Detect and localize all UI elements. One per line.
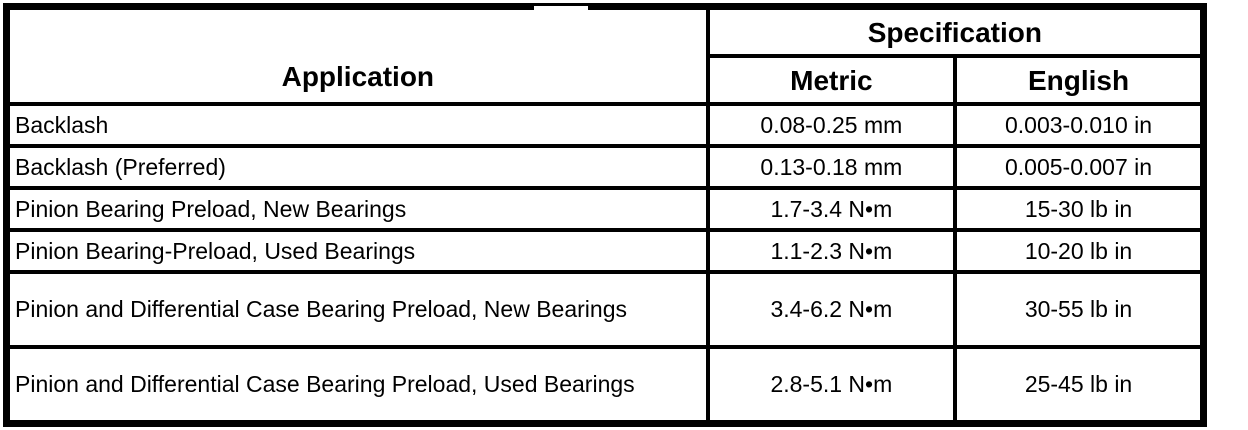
table-row: Pinion Bearing Preload, New Bearings 1.7… — [4, 186, 1206, 232]
english-header: English — [953, 54, 1206, 106]
application-cell: Pinion and Differential Case Bearing Pre… — [4, 270, 710, 349]
header-row-top: Application Specification — [4, 4, 1206, 106]
specification-header: Specification — [705, 4, 1206, 58]
metric-value-cell: 0.13-0.18 mm — [705, 144, 958, 190]
table-row: Backlash (Preferred) 0.13-0.18 mm 0.005-… — [4, 144, 1206, 190]
metric-value-cell: 2.8-5.1 N•m — [705, 345, 958, 426]
application-cell: Pinion and Differential Case Bearing Pre… — [4, 345, 710, 426]
english-value-cell: 25-45 lb in — [953, 345, 1206, 426]
application-header: Application — [4, 4, 710, 106]
table-row: Pinion and Differential Case Bearing Pre… — [4, 345, 1206, 426]
metric-value-cell: 0.08-0.25 mm — [705, 102, 958, 148]
specification-table-wrapper: Application Specification Metric English… — [3, 3, 1207, 427]
application-cell: Backlash (Preferred) — [4, 144, 710, 190]
application-cell: Pinion Bearing Preload, New Bearings — [4, 186, 710, 232]
metric-value-cell: 1.7-3.4 N•m — [705, 186, 958, 232]
application-cell: Backlash — [4, 102, 710, 148]
table-row: Backlash 0.08-0.25 mm 0.003-0.010 in — [4, 102, 1206, 148]
metric-header: Metric — [705, 54, 958, 106]
metric-value-cell: 1.1-2.3 N•m — [705, 228, 958, 274]
english-value-cell: 15-30 lb in — [953, 186, 1206, 232]
english-value-cell: 0.003-0.010 in — [953, 102, 1206, 148]
specification-table: Application Specification Metric English… — [3, 3, 1207, 427]
table-row: Pinion Bearing-Preload, Used Bearings 1.… — [4, 228, 1206, 274]
english-value-cell: 30-55 lb in — [953, 270, 1206, 349]
metric-value-cell: 3.4-6.2 N•m — [705, 270, 958, 349]
application-cell: Pinion Bearing-Preload, Used Bearings — [4, 228, 710, 274]
table-row: Pinion and Differential Case Bearing Pre… — [4, 270, 1206, 349]
english-value-cell: 10-20 lb in — [953, 228, 1206, 274]
top-border-gap-artifact — [534, 6, 588, 11]
english-value-cell: 0.005-0.007 in — [953, 144, 1206, 190]
header-row-units: Metric English — [7, 54, 1206, 106]
